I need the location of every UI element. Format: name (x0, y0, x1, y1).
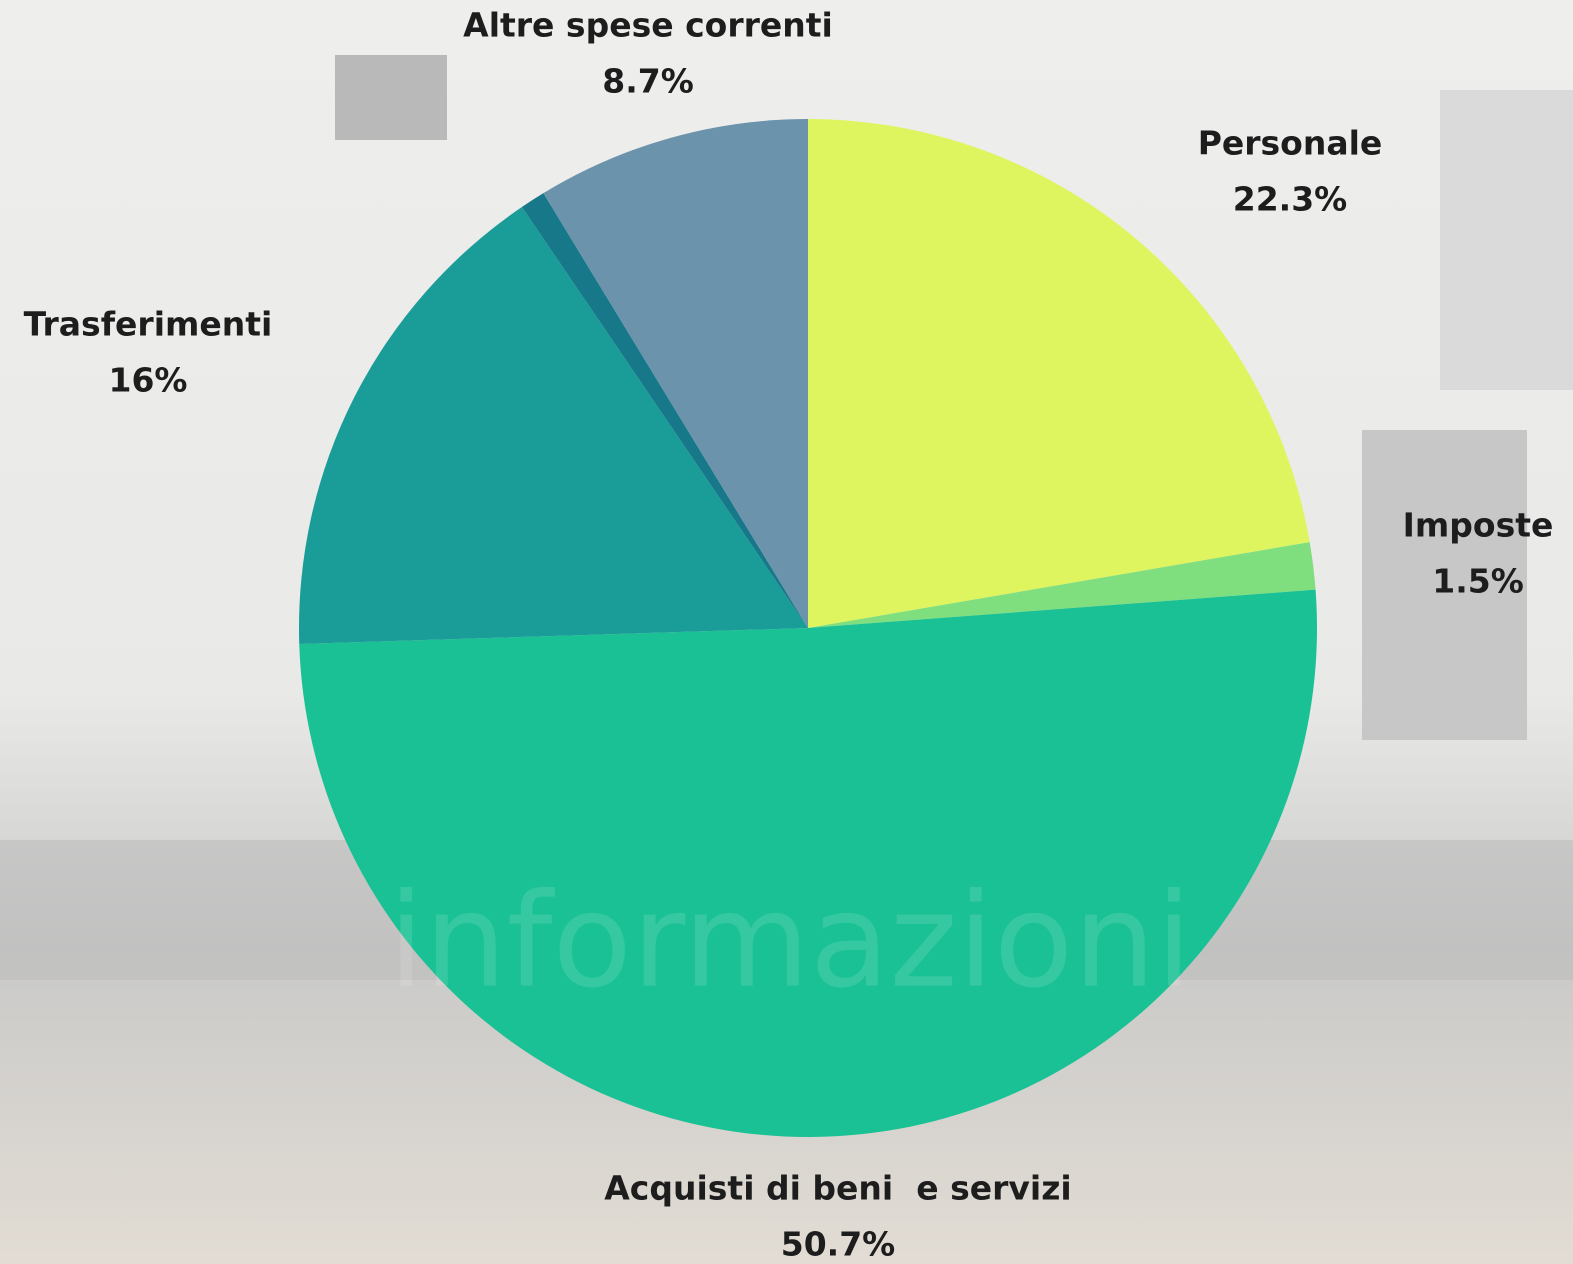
slice-label: Altre spese correnti (463, 6, 833, 45)
slice-label: Imposte (1403, 506, 1554, 545)
slice-value: 8.7% (602, 62, 694, 101)
slice-value: 1.5% (1432, 562, 1524, 601)
slice-label: Acquisti di beni e servizi (604, 1169, 1071, 1208)
watermark: informazioni (388, 865, 1192, 1017)
slice-label: Trasferimenti (24, 305, 273, 344)
background-shape (1440, 90, 1573, 390)
slice-value: 22.3% (1233, 180, 1348, 219)
chart: informazioni Personale 22.3% Imposte 1.5% Ac… (0, 0, 1573, 1264)
slice-label: Personale (1198, 124, 1383, 163)
background-shape (335, 55, 447, 140)
slice-value: 16% (109, 361, 188, 400)
slice-value: 50.7% (781, 1225, 896, 1264)
